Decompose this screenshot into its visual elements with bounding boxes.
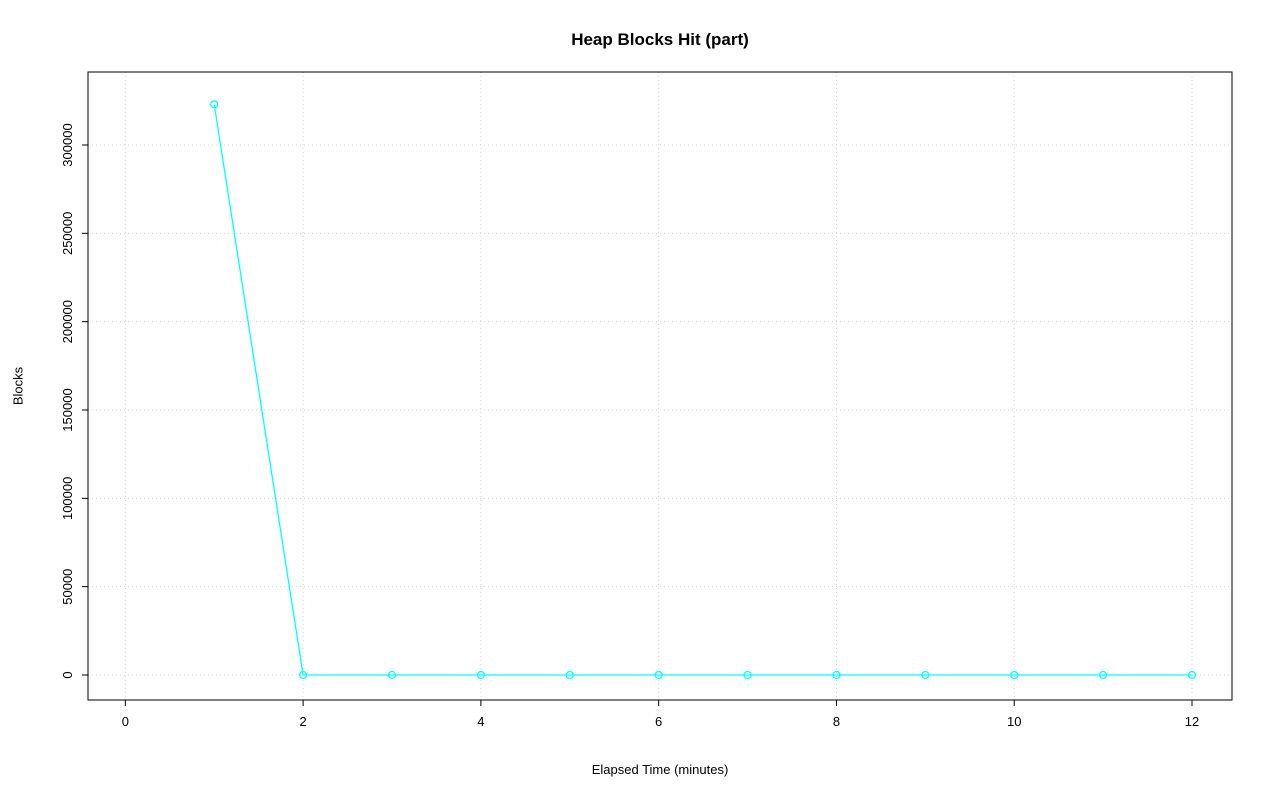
y-tick-label: 100000 <box>60 477 75 520</box>
y-tick-label: 50000 <box>60 569 75 605</box>
chart-title: Heap Blocks Hit (part) <box>571 30 749 49</box>
x-tick-label: 2 <box>299 714 306 729</box>
y-tick-label: 250000 <box>60 212 75 255</box>
x-tick-label: 10 <box>1007 714 1021 729</box>
y-axis-title: Blocks <box>10 366 26 406</box>
plot-frame <box>87 71 1233 701</box>
x-tick-label: 4 <box>477 714 484 729</box>
data-point <box>832 670 841 680</box>
x-tick-label: 8 <box>833 714 840 729</box>
data-point <box>921 670 930 680</box>
data-point <box>743 670 752 680</box>
x-axis-title: Elapsed Time (minutes) <box>591 762 729 777</box>
y-tick-label: 300000 <box>60 123 75 166</box>
data-point <box>1010 670 1019 680</box>
data-point <box>654 670 663 680</box>
data-point <box>387 670 397 680</box>
data-point <box>298 670 308 680</box>
x-tick-label: 12 <box>1185 714 1199 729</box>
y-tick-label: 200000 <box>60 300 75 343</box>
data-point <box>1098 670 1108 680</box>
x-tick-label: 6 <box>655 714 662 729</box>
data-point <box>476 670 486 680</box>
x-tick-label: 0 <box>122 714 129 729</box>
data-point <box>1187 670 1197 680</box>
y-tick-label: 150000 <box>60 388 75 431</box>
data-point <box>565 670 574 680</box>
data-point <box>210 100 219 109</box>
data-line <box>213 104 1192 676</box>
y-tick-label: 0 <box>60 671 75 678</box>
